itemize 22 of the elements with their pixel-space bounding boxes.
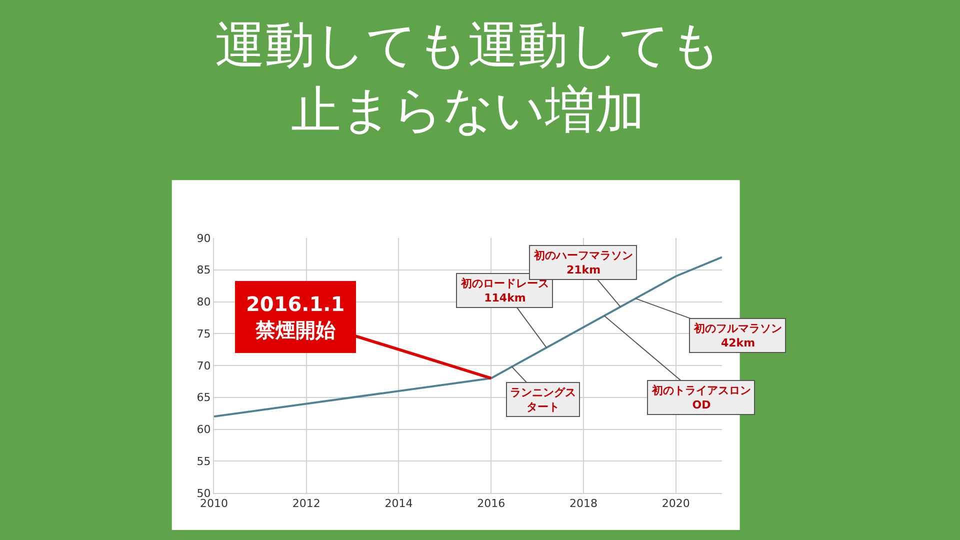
y-tick-label: 70 [196, 359, 211, 372]
x-tick-label: 2020 [662, 497, 690, 510]
y-tick-label: 80 [196, 296, 211, 309]
y-tick-label: 75 [196, 327, 211, 340]
y-tick-label: 65 [196, 391, 211, 404]
x-tick-label: 2014 [384, 497, 413, 510]
chart-title: 運動しても運動しても止まらない増加 [215, 16, 721, 140]
y-tick-label: 55 [196, 454, 211, 468]
annotation: 初のハーフマラソン 21km [533, 249, 633, 276]
annotation: 初のフルマラソン 42km [693, 322, 782, 350]
x-tick-label: 2018 [569, 497, 598, 510]
y-tick-label: 90 [196, 232, 211, 245]
y-tick-label: 50 [196, 486, 211, 500]
x-tick-label: 2012 [292, 497, 320, 510]
y-tick-label: 85 [196, 264, 211, 277]
annotation: 初のロードレース 114km [460, 277, 549, 304]
y-tick-label: 60 [196, 423, 211, 436]
x-tick-label: 2010 [200, 497, 228, 510]
annotation: 2016.1.1 禁煙開始 [246, 292, 345, 342]
annotation: ランニングスタート [510, 386, 576, 414]
x-tick-label: 2016 [477, 497, 506, 510]
annotation: 初のトライアスロン OD [651, 384, 751, 412]
